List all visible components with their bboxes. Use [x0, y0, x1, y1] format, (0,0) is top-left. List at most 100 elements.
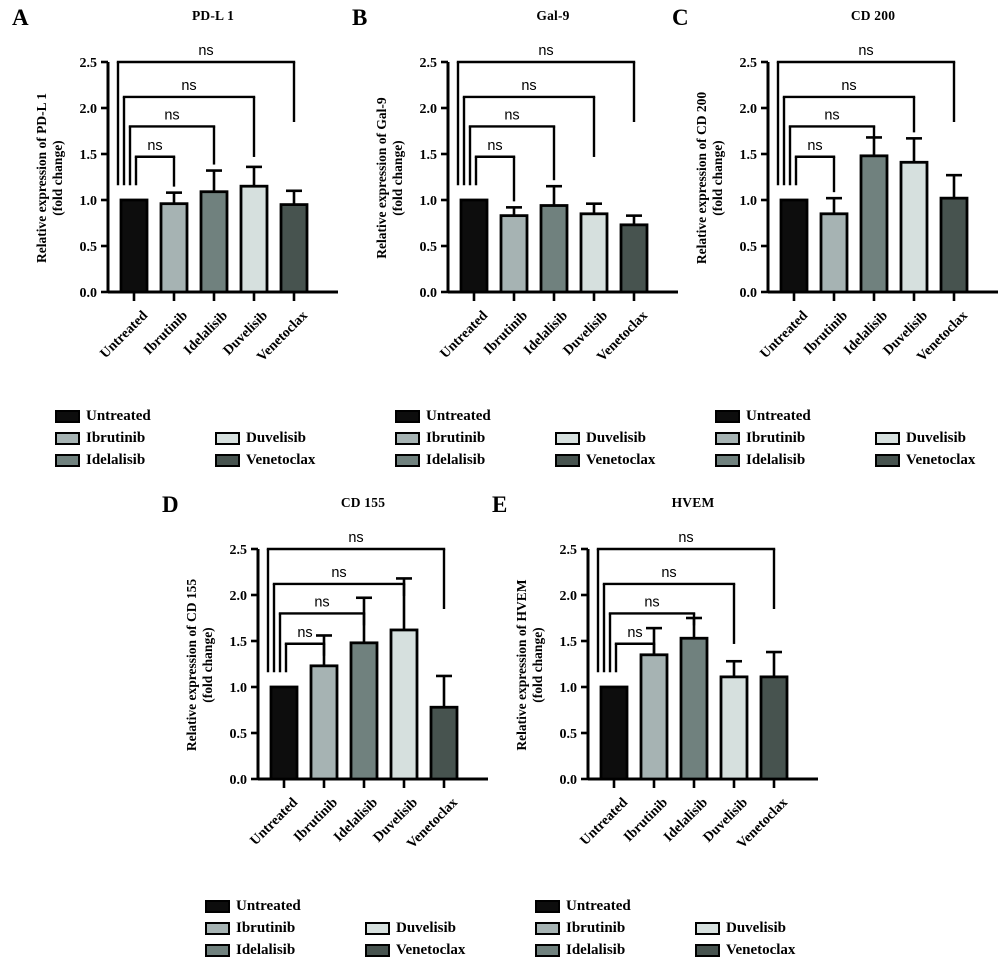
legend-column-right: Duvelisib Venetoclax [215, 427, 315, 471]
legend-item-idelalisib[interactable]: Idelalisib [205, 939, 301, 961]
y-axis-tick-label: 2.5 [740, 56, 758, 71]
legend-item-duvelisib[interactable]: Duvelisib [875, 427, 975, 449]
legend-label: Ibrutinib [426, 429, 486, 446]
panel-title-c: CD 200 [850, 8, 896, 23]
significance-bracket-untreated-idelalisib: ns [128, 107, 216, 186]
legend-column-left: Untreated Ibrutinib Idelalisib [535, 895, 631, 961]
significance-bracket-untreated-duvelisib: ns [602, 565, 736, 673]
bar-untreated [269, 685, 299, 781]
y-axis-tick-label: 0.5 [740, 240, 758, 255]
panel-title-e: HVEM [671, 495, 715, 510]
legend-column-right: Duvelisib Venetoclax [695, 917, 795, 961]
legend-item-untreated[interactable]: Untreated [535, 895, 631, 917]
legend-item-idelalisib[interactable]: Idelalisib [535, 939, 631, 961]
legend-swatch-icon [365, 943, 390, 957]
legend-item-duvelisib[interactable]: Duvelisib [555, 427, 655, 449]
significance-bracket-untreated-ibrutinib: ns [794, 138, 836, 193]
y-axis-tick-label: 1.0 [560, 681, 578, 696]
bar-idelalisib [679, 636, 709, 781]
significance-bracket-untreated-ibrutinib: ns [284, 625, 326, 673]
panel-letter-d: D [162, 492, 179, 517]
legend-item-untreated[interactable]: Untreated [395, 405, 491, 427]
legend-swatch-icon [205, 921, 230, 935]
significance-bracket-untreated-idelalisib: ns [608, 594, 696, 673]
legend-item-idelalisib[interactable]: Idelalisib [395, 449, 491, 471]
legend-swatch-icon [395, 431, 420, 445]
bar-duvelisib [389, 628, 419, 781]
panel-letter-c: C [672, 5, 689, 30]
legend-swatch-icon [395, 409, 420, 423]
panel-letter-b: B [352, 5, 368, 30]
legend-item-idelalisib[interactable]: Idelalisib [715, 449, 811, 471]
significance-bracket-untreated-venetoclax: ns [266, 530, 446, 673]
y-axis-tick-label: 0.0 [560, 773, 578, 788]
legend-item-venetoclax[interactable]: Venetoclax [555, 449, 655, 471]
significance-bracket-untreated-ibrutinib: ns [474, 138, 516, 202]
legend-item-ibrutinib[interactable]: Ibrutinib [535, 917, 631, 939]
legend-swatch-icon [695, 943, 720, 957]
significance-label: ns [538, 43, 553, 59]
legend-label: Untreated [236, 897, 301, 914]
plot-area-a: 0.0 0.5 1.0 1.5 2.0 2.5 ns ns ns ns [0, 0, 340, 400]
bar-idelalisib [859, 154, 889, 294]
legend-item-duvelisib[interactable]: Duvelisib [695, 917, 795, 939]
bar-duvelisib [719, 675, 749, 781]
legend-item-venetoclax[interactable]: Venetoclax [875, 449, 975, 471]
legend-label: Ibrutinib [236, 919, 296, 936]
significance-bracket-untreated-duvelisib: ns [782, 78, 916, 186]
legend-label: Duvelisib [396, 919, 457, 936]
bar-ibrutinib [309, 664, 339, 781]
panel-title-b: Gal-9 [536, 8, 570, 23]
y-axis-tick-label: 0.0 [80, 286, 98, 301]
legend-label: Venetoclax [906, 451, 976, 468]
y-axis-tick-label: 0.0 [740, 286, 758, 301]
plot-area-e: 0.0 0.5 1.0 1.5 2.0 2.5 ns ns ns ns [480, 487, 820, 887]
legend-item-ibrutinib[interactable]: Ibrutinib [715, 427, 811, 449]
legend-item-venetoclax[interactable]: Venetoclax [365, 939, 465, 961]
legend-swatch-icon [875, 431, 900, 445]
legend-swatch-icon [55, 431, 80, 445]
panel-title-d: CD 155 [340, 495, 386, 510]
significance-bracket-untreated-venetoclax: ns [116, 43, 296, 186]
significance-bracket-untreated-idelalisib: ns [468, 107, 556, 186]
legend-label: Idelalisib [566, 941, 626, 958]
legend-label: Venetoclax [586, 451, 656, 468]
legend-item-ibrutinib[interactable]: Ibrutinib [55, 427, 151, 449]
y-axis-tick-label: 1.5 [230, 635, 248, 650]
y-axis-tick-label: 0.5 [80, 240, 98, 255]
y-axis-tick-label: 1.0 [80, 194, 98, 209]
legend-item-duvelisib[interactable]: Duvelisib [365, 917, 465, 939]
significance-label: ns [858, 43, 873, 59]
y-axis-tick-label: 2.5 [230, 543, 248, 558]
bar-ibrutinib [499, 214, 529, 294]
y-axis-tick-label: 2.5 [80, 56, 98, 71]
legend-label: Untreated [426, 407, 491, 424]
legend-column-right: Duvelisib Venetoclax [875, 427, 975, 471]
significance-label: ns [841, 78, 856, 94]
y-axis-tick-label: 2.5 [560, 543, 578, 558]
legend-item-idelalisib[interactable]: Idelalisib [55, 449, 151, 471]
significance-label: ns [627, 625, 642, 641]
legend-item-duvelisib[interactable]: Duvelisib [215, 427, 315, 449]
legend-swatch-icon [875, 453, 900, 467]
significance-label: ns [297, 625, 312, 641]
legend-label: Duvelisib [726, 919, 787, 936]
legend-column-left: Untreated Ibrutinib Idelalisib [395, 405, 491, 471]
y-axis-tick-label: 2.0 [560, 589, 578, 604]
legend-item-ibrutinib[interactable]: Ibrutinib [205, 917, 301, 939]
bar-venetoclax [429, 705, 459, 781]
panel-c: C CD 200 Relative expression of CD 200 (fol… [660, 0, 1000, 485]
legend-item-untreated[interactable]: Untreated [55, 405, 151, 427]
legend-item-ibrutinib[interactable]: Ibrutinib [395, 427, 491, 449]
legend-label: Untreated [86, 407, 151, 424]
significance-label: ns [678, 530, 693, 546]
legend-item-untreated[interactable]: Untreated [205, 895, 301, 917]
y-axis-tick-label: 2.0 [420, 102, 438, 117]
legend-item-venetoclax[interactable]: Venetoclax [215, 449, 315, 471]
bar-venetoclax [279, 203, 309, 294]
legend-item-untreated[interactable]: Untreated [715, 405, 811, 427]
significance-label: ns [824, 107, 839, 123]
significance-bracket-untreated-duvelisib: ns [272, 565, 406, 673]
y-axis-tick-label: 1.5 [420, 148, 438, 163]
legend-item-venetoclax[interactable]: Venetoclax [695, 939, 795, 961]
